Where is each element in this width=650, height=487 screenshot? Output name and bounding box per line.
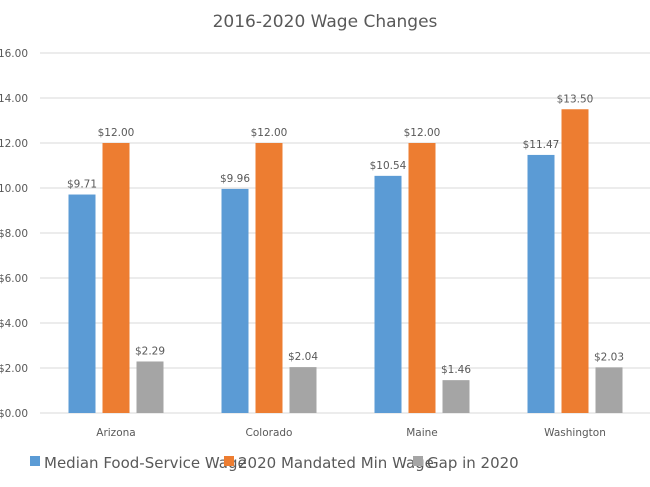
data-label: $2.29 <box>135 345 165 357</box>
data-label: $12.00 <box>404 127 441 139</box>
x-category-label: Colorado <box>246 427 293 439</box>
x-category-label: Maine <box>406 427 438 439</box>
chart-title: 2016-2020 Wage Changes <box>213 12 438 32</box>
legend-swatch <box>30 456 40 466</box>
legend-label: Gap in 2020 <box>427 454 519 472</box>
bar-washington-series-2 <box>561 109 589 413</box>
y-tick-label: 14.00 <box>0 93 28 105</box>
bar-colorado-series-3 <box>289 367 317 413</box>
y-tick-label: $8.00 <box>0 228 28 240</box>
bar-maine-series-2 <box>408 143 436 413</box>
y-tick-label: 12.00 <box>0 138 28 150</box>
bar-colorado-series-1 <box>221 188 249 413</box>
x-category-label: Washington <box>544 427 606 439</box>
y-tick-label: $2.00 <box>0 363 28 375</box>
bar-arizona-series-2 <box>102 143 130 413</box>
legend-label: 2020 Mandated Min Wage <box>238 454 434 472</box>
legend-item: 2020 Mandated Min Wage <box>224 454 434 472</box>
data-label: $10.54 <box>370 160 407 172</box>
bar-maine-series-1 <box>374 175 402 413</box>
y-tick-label: $0.00 <box>0 408 28 420</box>
data-label: $11.47 <box>523 139 560 151</box>
y-tick-label: 10.00 <box>0 183 28 195</box>
bar-arizona-series-1 <box>68 194 96 413</box>
y-tick-label: $4.00 <box>0 318 28 330</box>
x-axis-category-labels: Arizona Colorado Maine Washington <box>96 427 606 439</box>
bar-washington-series-1 <box>527 154 555 414</box>
data-label: $9.96 <box>220 173 250 185</box>
bar-colorado-series-2 <box>255 143 283 413</box>
data-label: $13.50 <box>557 93 594 105</box>
legend-swatch <box>224 456 234 466</box>
y-tick-label: $6.00 <box>0 273 28 285</box>
data-label: $12.00 <box>251 127 288 139</box>
bar-maine-series-3 <box>442 380 470 413</box>
y-tick-label: 16.00 <box>0 48 28 60</box>
y-axis-tick-labels: $0.00 $2.00 $4.00 $6.00 $8.00 10.00 12.00 14.00… <box>0 48 28 420</box>
bar-washington-series-3 <box>595 367 623 413</box>
legend-swatch <box>413 456 423 466</box>
bar-arizona-series-3 <box>136 361 164 413</box>
legend-item: Median Food-Service Wage <box>30 454 247 472</box>
legend-item: Gap in 2020 <box>413 454 519 472</box>
data-label: $1.46 <box>441 364 471 376</box>
data-label: $12.00 <box>98 127 135 139</box>
data-label: $2.03 <box>594 351 624 363</box>
data-label: $2.04 <box>288 351 318 363</box>
data-label: $9.71 <box>67 179 97 191</box>
bars <box>68 109 623 414</box>
data-labels: $9.71 $9.96 $10.54 $11.47 $12.00 $12.00 $12.00… <box>67 93 624 376</box>
x-category-label: Arizona <box>96 427 135 439</box>
legend-label: Median Food-Service Wage <box>44 454 247 472</box>
gridlines <box>40 52 650 414</box>
